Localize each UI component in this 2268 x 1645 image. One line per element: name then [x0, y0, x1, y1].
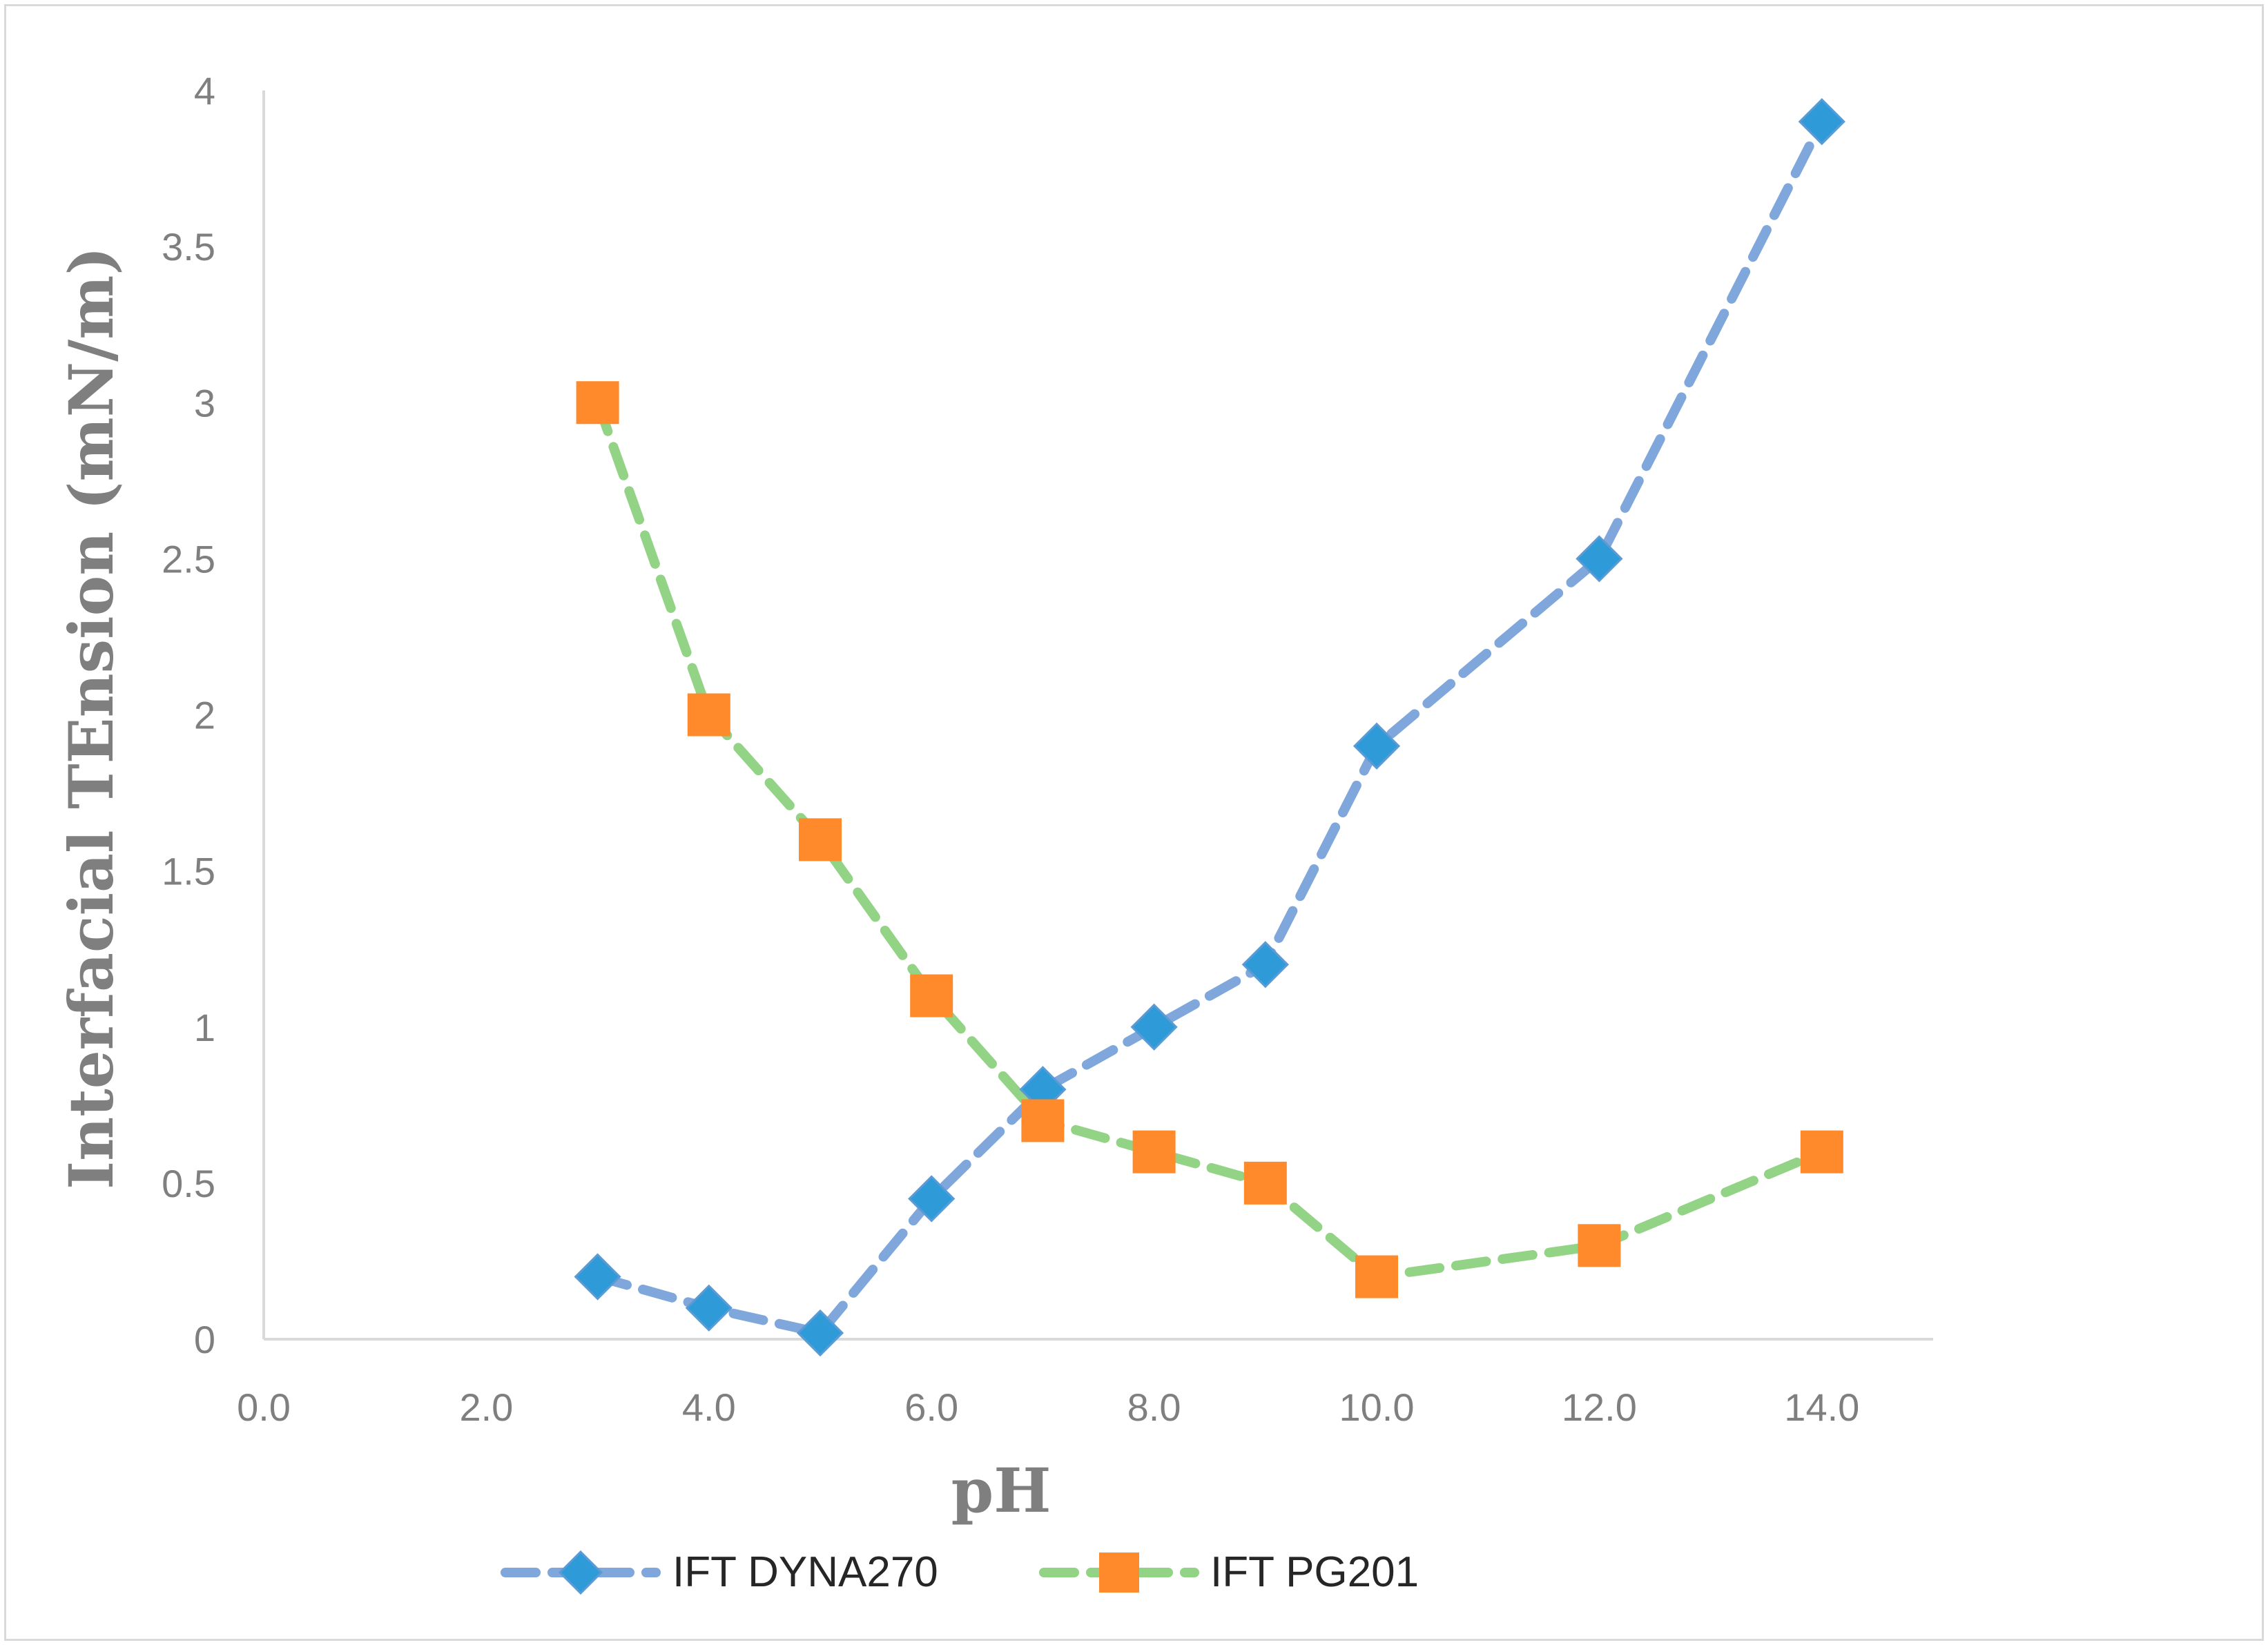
y-tick-label-3: 1.5 — [162, 850, 215, 893]
data-point-ift-pg201-7 — [1355, 1255, 1398, 1298]
x-tick-label-3: 6.0 — [904, 1385, 958, 1429]
series-line-ift-dyna270 — [592, 117, 1827, 1338]
series-line-ift-pg201 — [592, 398, 1827, 1282]
y-tick-label-4: 2 — [194, 694, 215, 737]
data-point-ift-pg201-3 — [910, 974, 953, 1018]
y-axis-title: Interfacial TEnsion (mN/m) — [55, 246, 127, 1189]
y-tick-label-5: 2.5 — [162, 537, 215, 581]
y-tick-label-8: 4 — [194, 69, 215, 113]
legend: IFT DYNA270 IFT PG201 — [501, 1548, 1419, 1596]
data-point-ift-dyna270-5 — [1130, 1003, 1178, 1051]
y-tick-label-2: 1 — [194, 1006, 215, 1049]
data-point-ift-pg201-5 — [1132, 1130, 1176, 1174]
x-axis-title: pH — [951, 1454, 1051, 1526]
data-point-ift-dyna270-1 — [685, 1284, 733, 1332]
data-point-ift-dyna270-6 — [1241, 941, 1289, 989]
legend-marker-ift-dyna270 — [558, 1550, 603, 1595]
x-tick-label-2: 4.0 — [682, 1385, 736, 1429]
data-point-ift-pg201-8 — [1578, 1224, 1621, 1267]
data-point-ift-pg201-9 — [1800, 1130, 1843, 1174]
x-tick-label-4: 8.0 — [1127, 1385, 1181, 1429]
y-tick-labels: 0 0.5 1 1.5 2 2.5 3 3.5 4 — [162, 69, 215, 1361]
legend-symbol-ift-dyna270 — [501, 1550, 661, 1595]
y-tick-label-0: 0 — [194, 1318, 215, 1361]
legend-label-ift-dyna270: IFT DYNA270 — [672, 1548, 938, 1596]
x-tick-label-7: 14.0 — [1784, 1385, 1859, 1429]
y-tick-label-1: 0.5 — [162, 1162, 215, 1205]
x-tick-label-0: 0.0 — [237, 1385, 291, 1429]
series-markers — [574, 98, 1845, 1357]
data-point-ift-dyna270-9 — [1798, 98, 1845, 146]
legend-marker-ift-pg201 — [1099, 1552, 1139, 1593]
data-point-ift-pg201-2 — [799, 818, 842, 862]
data-point-ift-dyna270-7 — [1353, 722, 1401, 770]
data-point-ift-dyna270-0 — [574, 1253, 621, 1301]
series-lines — [592, 117, 1827, 1338]
data-point-ift-dyna270-8 — [1576, 535, 1623, 583]
x-tick-label-6: 12.0 — [1562, 1385, 1637, 1429]
y-tick-label-7: 3.5 — [162, 225, 215, 269]
y-tick-label-6: 3 — [194, 381, 215, 425]
data-point-ift-pg201-6 — [1243, 1161, 1287, 1205]
legend-item-ift-dyna270: IFT DYNA270 — [501, 1548, 938, 1596]
data-point-ift-dyna270-2 — [796, 1309, 844, 1357]
data-point-ift-pg201-1 — [687, 693, 730, 737]
data-point-ift-dyna270-3 — [908, 1175, 956, 1223]
data-point-ift-pg201-4 — [1021, 1099, 1065, 1142]
legend-symbol-ift-pg201 — [1039, 1552, 1199, 1593]
x-tick-labels: 0.0 2.0 4.0 6.0 8.0 10.0 12.0 14.0 — [237, 1385, 1859, 1429]
x-tick-label-5: 10.0 — [1339, 1385, 1415, 1429]
x-tick-label-1: 2.0 — [459, 1385, 513, 1429]
legend-item-ift-pg201: IFT PG201 — [1039, 1548, 1419, 1596]
legend-label-ift-pg201: IFT PG201 — [1210, 1548, 1419, 1596]
chart-frame — [4, 4, 2264, 1641]
data-point-ift-pg201-0 — [576, 381, 619, 425]
axes — [262, 90, 1933, 1341]
